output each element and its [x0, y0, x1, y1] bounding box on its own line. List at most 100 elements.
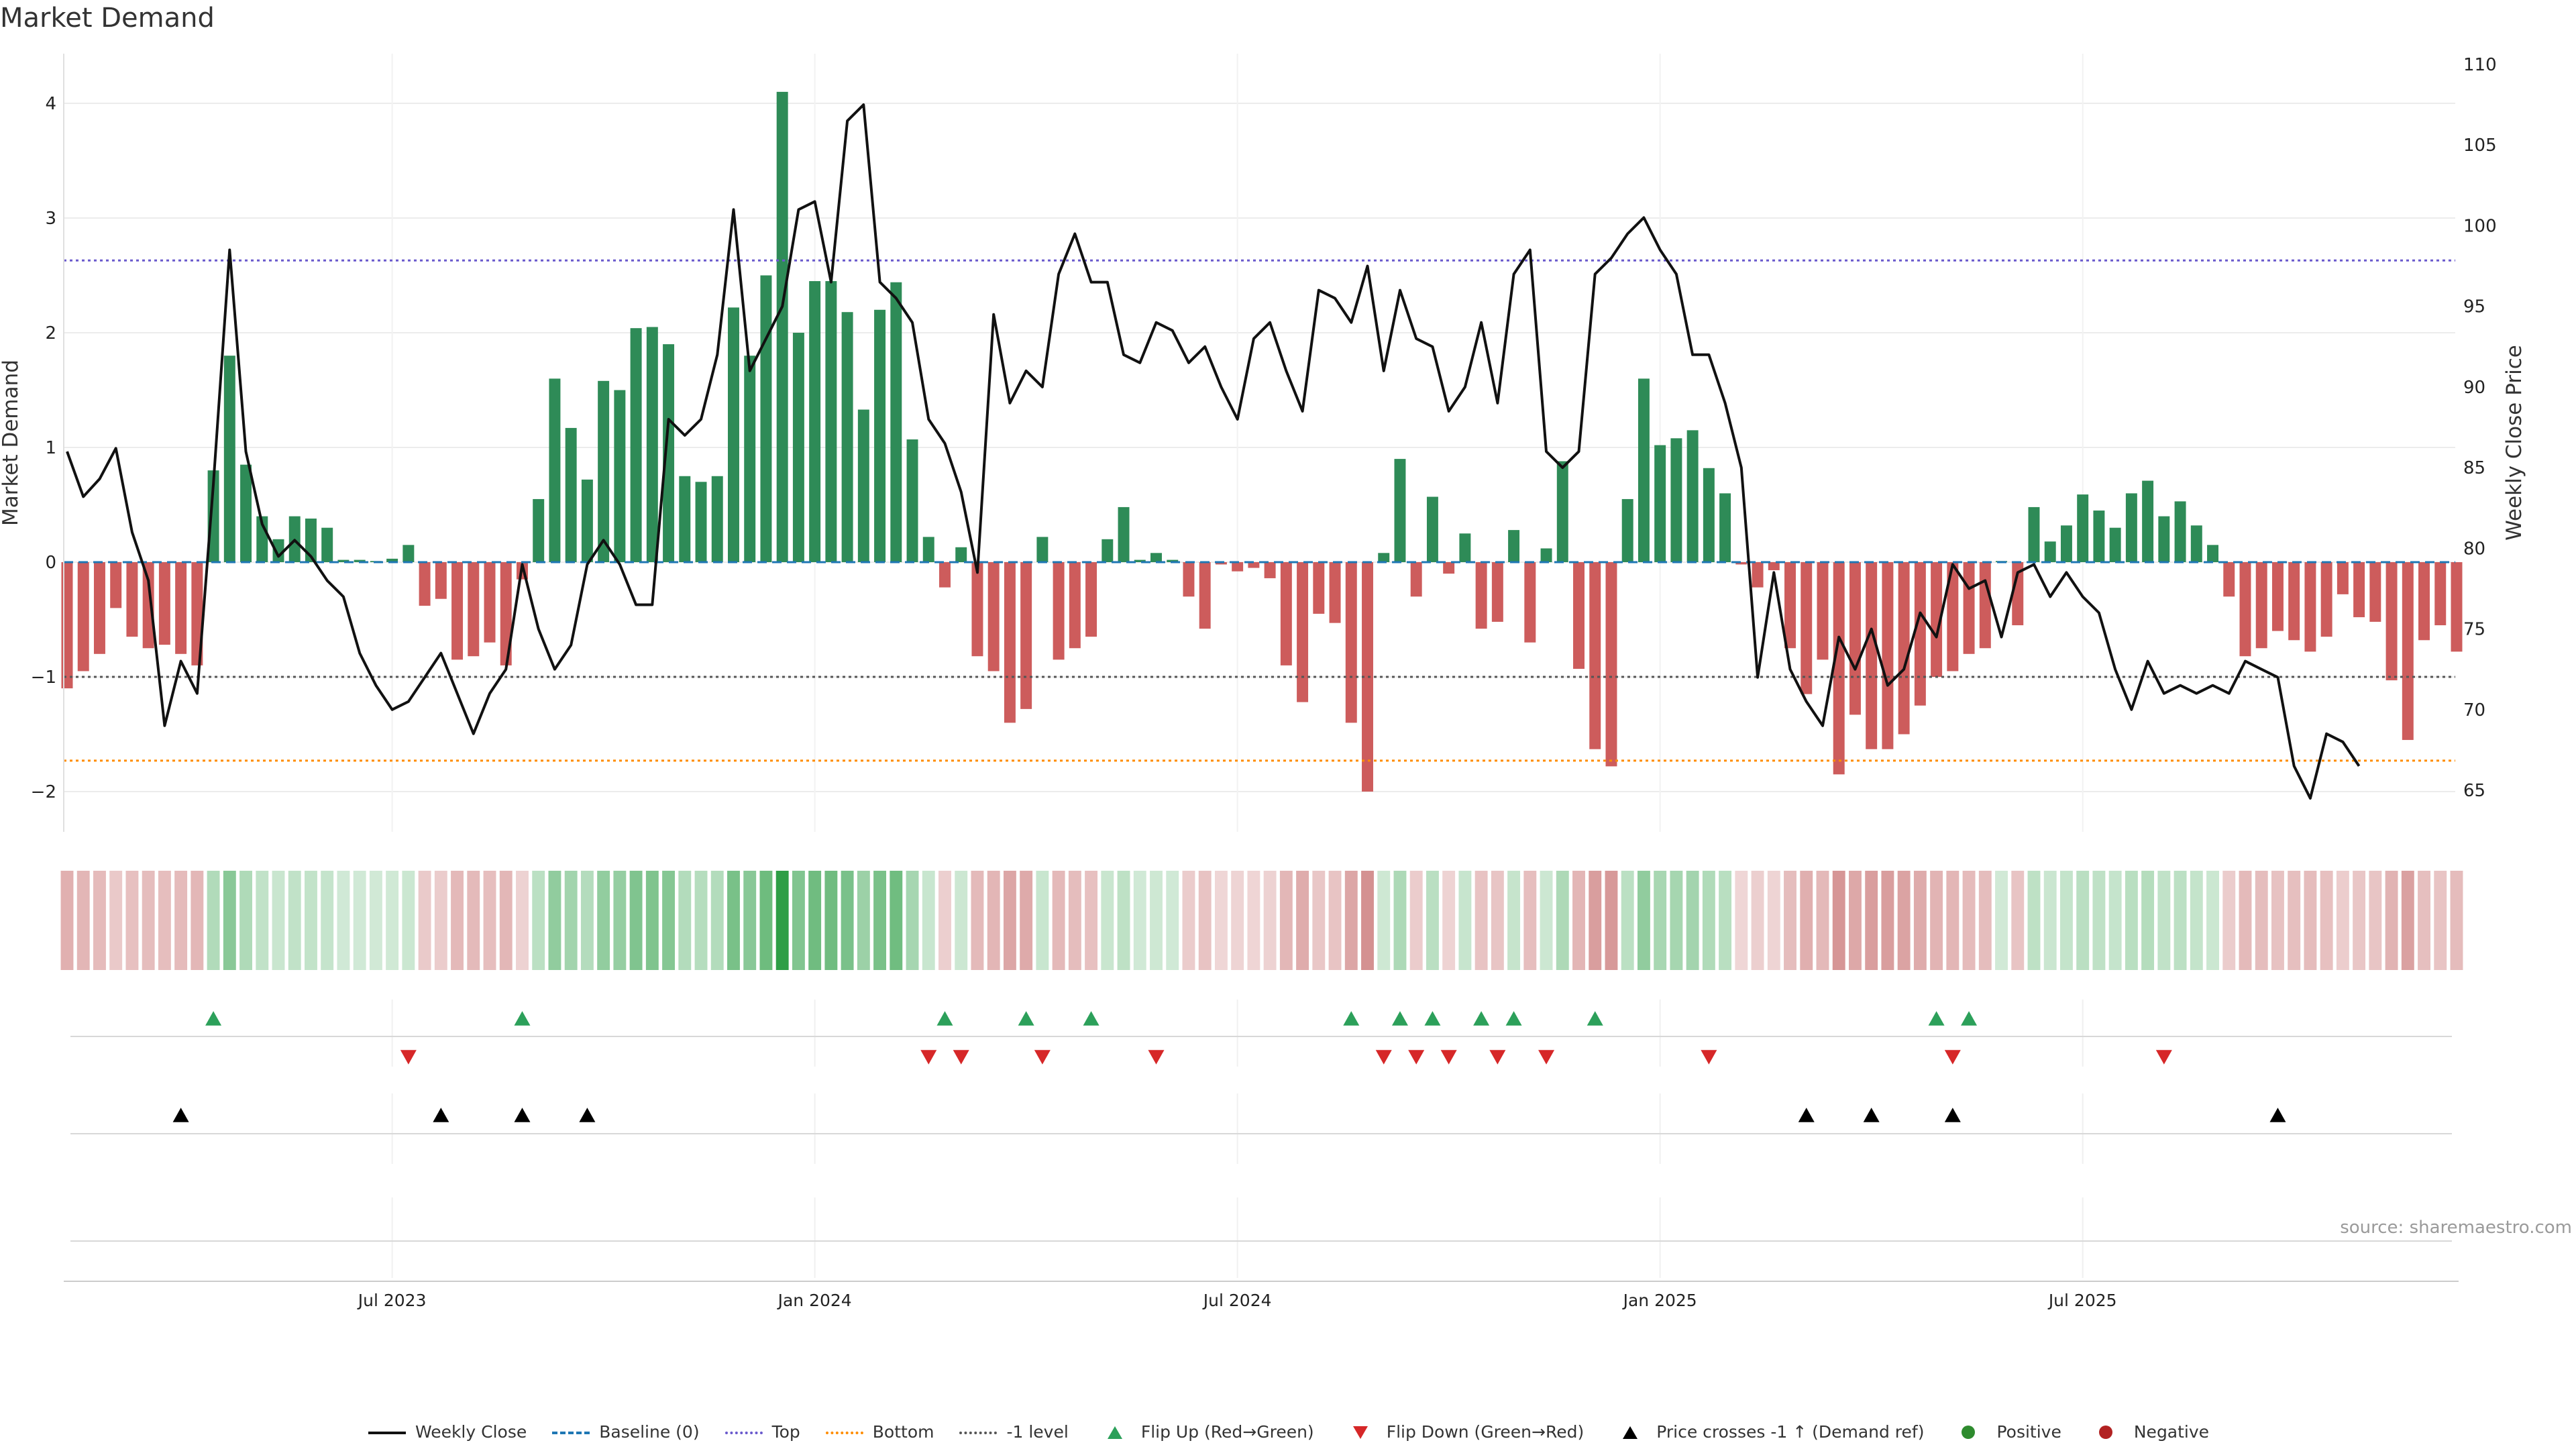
heat-cell	[743, 871, 757, 970]
heat-cell	[76, 871, 90, 970]
legend: Weekly Close Baseline (0) Top Bottom -1 leve…	[0, 1422, 2576, 1444]
demand-bar	[2125, 493, 2137, 562]
y2-tick-label: 80	[2463, 539, 2485, 559]
flip-down-marker	[1148, 1050, 1165, 1065]
legend-label: Weekly Close	[415, 1422, 527, 1442]
heat-cell	[353, 871, 366, 970]
price-line-group	[66, 103, 2361, 800]
flip-down-marker	[1944, 1050, 1961, 1065]
heat-cell	[1377, 871, 1391, 970]
heat-cell	[223, 871, 236, 970]
demand-bar	[1118, 506, 1130, 562]
demand-bar	[1459, 533, 1471, 562]
heat-cell	[2418, 871, 2430, 970]
demand-bar	[2385, 562, 2398, 681]
y2-tick-label: 95	[2463, 297, 2485, 317]
demand-bar	[1297, 562, 1309, 702]
legend-label: Positive	[1996, 1422, 2061, 1442]
legend-item: Weekly Close	[367, 1422, 527, 1442]
demand-bar	[1898, 562, 1910, 735]
demand-bar	[760, 275, 772, 562]
heat-cell	[1767, 871, 1780, 970]
demand-bar	[321, 527, 333, 562]
heat-cell	[1816, 871, 1829, 970]
demand-bar	[1069, 562, 1081, 649]
demand-bar	[2158, 516, 2170, 562]
heat-cell	[2157, 871, 2171, 970]
demand-bar	[1232, 562, 1244, 572]
heat-cell	[710, 871, 724, 970]
legend-item: Price crosses -1 ↑ (Demand ref)	[1608, 1422, 1924, 1442]
demand-bar	[939, 562, 951, 588]
heat-cell	[337, 871, 350, 970]
price-cross-marker	[579, 1108, 596, 1122]
demand-bar	[175, 562, 187, 654]
price-cross-marker	[1944, 1108, 1961, 1122]
demand-bar	[158, 562, 170, 645]
heat-cell	[1003, 871, 1016, 970]
legend-item: Flip Up (Red→Green)	[1093, 1422, 1314, 1442]
demand-bars	[61, 91, 2463, 792]
demand-bar	[2304, 562, 2316, 652]
demand-bar	[825, 281, 837, 562]
flip-up-marker	[1424, 1011, 1441, 1026]
demand-bar	[451, 562, 464, 660]
heat-cell	[191, 871, 204, 970]
demand-bar	[1914, 562, 1926, 706]
heat-cell	[109, 871, 123, 970]
demand-bar	[110, 562, 122, 608]
heat-cell	[1491, 871, 1504, 970]
heat-cell	[1881, 871, 1894, 970]
heat-cell	[613, 871, 627, 970]
heat-cell	[1572, 871, 1585, 970]
y-tick-label: −1	[31, 667, 56, 688]
heat-cell	[2336, 871, 2349, 970]
heat-cell	[1085, 871, 1098, 970]
demand-bar	[93, 562, 105, 654]
flip-down-marker	[1701, 1050, 1717, 1065]
demand-bar	[1264, 562, 1276, 578]
heat-cell	[971, 871, 984, 970]
demand-bar	[1345, 562, 1357, 723]
demand-bar	[679, 476, 691, 562]
heat-cell	[2320, 871, 2333, 970]
heat-cell	[1865, 871, 1878, 970]
demand-bar	[1719, 493, 1731, 562]
heat-strip	[60, 871, 2463, 970]
demand-bar	[2369, 562, 2381, 622]
heat-cell	[2222, 871, 2236, 970]
demand-bar	[1605, 562, 1617, 767]
heat-cell	[1589, 871, 1602, 970]
heat-cell	[1832, 871, 1845, 970]
demand-bar	[646, 327, 658, 562]
demand-bar	[1199, 562, 1211, 629]
heat-cell	[272, 871, 285, 970]
heat-cell	[2255, 871, 2268, 970]
demand-bar	[2320, 562, 2332, 637]
demand-bar	[1768, 562, 1780, 570]
demand-bar	[955, 547, 967, 562]
flip-up-marker	[514, 1011, 531, 1026]
legend-item: -1 level	[958, 1422, 1069, 1442]
legend-symbol-dot	[1948, 1424, 1988, 1440]
heat-cell	[955, 871, 968, 970]
flip-down-marker	[1538, 1050, 1555, 1065]
legend-symbol-solid-line	[367, 1424, 407, 1440]
y-tick-label: 2	[45, 323, 56, 343]
flip-up-marker	[1928, 1011, 1945, 1026]
heat-cell	[841, 871, 854, 970]
heat-cell	[775, 871, 789, 970]
heat-cell	[1393, 871, 1407, 970]
heat-cell	[2043, 871, 2057, 970]
heat-cell	[1962, 871, 1976, 970]
gridlines	[64, 54, 2455, 1278]
demand-bar	[598, 380, 610, 562]
heat-cell	[60, 871, 74, 970]
demand-bar	[2288, 562, 2300, 641]
heat-cell	[418, 871, 431, 970]
demand-bar	[1735, 562, 1748, 565]
demand-bar	[1963, 562, 1975, 654]
axes: −2 −1 0 1 2 3 4 65 70 75 80 85 90 95 100 105 110 Market D…	[0, 54, 2526, 1310]
heat-cell	[1442, 871, 1456, 970]
heat-cell	[548, 871, 561, 970]
